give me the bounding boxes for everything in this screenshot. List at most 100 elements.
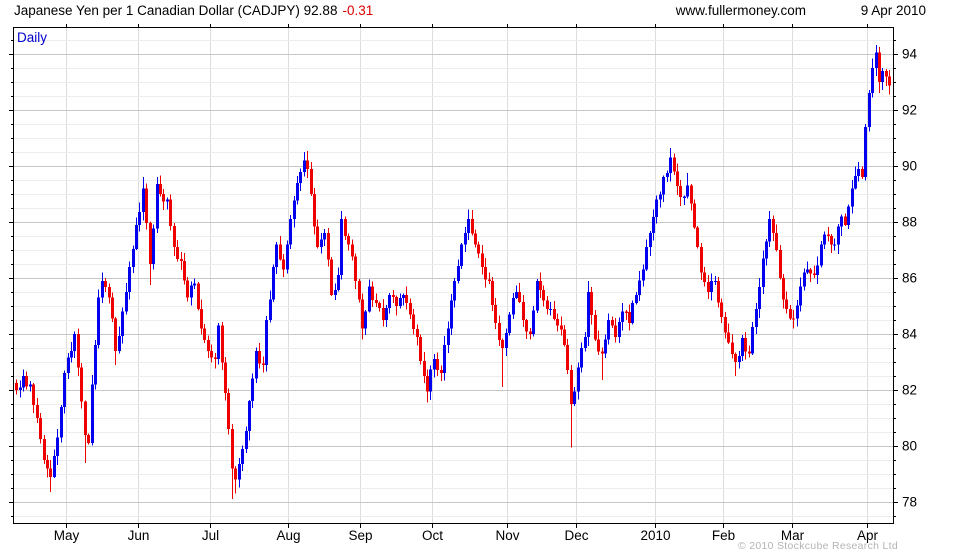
candle-body: [669, 157, 672, 174]
candle-body: [210, 350, 213, 358]
candle-body: [272, 266, 275, 300]
candle-body: [169, 199, 172, 227]
candle-body: [186, 280, 189, 298]
candle-body: [104, 280, 107, 287]
candle-body: [659, 194, 662, 200]
candle-body: [696, 227, 699, 247]
candle-body: [429, 369, 432, 392]
candle-body: [145, 188, 148, 223]
candle-body: [193, 283, 196, 286]
x-axis-month-label: Aug: [276, 528, 300, 543]
candle-body: [618, 322, 621, 337]
candle-body: [275, 244, 278, 267]
candle-body: [693, 203, 696, 228]
candle-body: [806, 269, 809, 273]
candle-body: [765, 241, 768, 259]
candle-body: [673, 157, 676, 172]
candle-wick: [376, 293, 377, 307]
candle-body: [560, 325, 563, 330]
candle-body: [255, 350, 258, 379]
candle-body: [871, 68, 874, 94]
candle-body: [857, 168, 860, 176]
candle-body: [580, 347, 583, 368]
candle-body: [803, 272, 806, 287]
candle-body: [248, 401, 251, 432]
y-axis-label: 86: [902, 271, 917, 286]
candle-body: [498, 322, 501, 340]
candle-body: [525, 320, 528, 332]
candle-body: [67, 357, 70, 374]
candle-body: [573, 391, 576, 404]
candle-body: [532, 310, 535, 334]
candle-body: [118, 336, 121, 351]
candle-body: [522, 301, 525, 320]
y-axis-label: 78: [902, 495, 917, 510]
x-axis-month-label: Sep: [348, 528, 372, 543]
candle-body: [334, 290, 337, 295]
candle-body: [577, 367, 580, 392]
candle-body: [217, 325, 220, 360]
y-axis-label: 88: [902, 215, 917, 230]
candle-body: [224, 362, 227, 393]
candle-body: [768, 219, 771, 242]
website-link[interactable]: www.fullermoney.com: [675, 3, 806, 18]
candle-body: [395, 297, 398, 306]
candle-body: [327, 233, 330, 260]
candle-body: [63, 373, 66, 408]
candle-body: [601, 351, 604, 354]
candle-body: [87, 434, 90, 444]
candle-body: [529, 331, 532, 334]
candle-body: [628, 311, 631, 323]
candle-body: [676, 171, 679, 187]
candle-body: [293, 200, 296, 220]
candle-body: [631, 303, 634, 323]
candle-body: [426, 376, 429, 392]
candle-body: [484, 266, 487, 280]
candle-body: [457, 266, 460, 281]
candle-body: [597, 339, 600, 352]
copyright-text: © 2010 Stockcube Research Ltd: [737, 540, 898, 552]
candle-body: [320, 239, 323, 248]
candle-body: [645, 247, 648, 270]
candle-body: [809, 269, 812, 274]
candle-body: [388, 294, 391, 309]
candle-body: [70, 350, 73, 358]
candle-body: [316, 226, 319, 248]
candle-body: [214, 357, 217, 360]
candle-body: [450, 300, 453, 329]
candle-body: [460, 244, 463, 267]
candle-body: [207, 339, 210, 351]
chart-date: 9 Apr 2010: [860, 3, 926, 18]
y-axis-label: 90: [902, 159, 917, 174]
candle-body: [180, 258, 183, 262]
candle-body: [775, 233, 778, 250]
candle-body: [36, 404, 39, 418]
candle-body: [566, 345, 569, 371]
candle-body: [241, 448, 244, 465]
candle-body: [744, 338, 747, 352]
candle-body: [707, 281, 710, 292]
candle-wick: [571, 365, 572, 448]
candle-body: [488, 279, 491, 281]
x-axis-month-label: Apr: [857, 528, 879, 543]
candle-body: [323, 233, 326, 240]
candle-body: [200, 308, 203, 329]
candle-body: [823, 234, 826, 245]
candle-body: [508, 314, 511, 334]
candle-body: [785, 299, 788, 309]
candle-body: [91, 384, 94, 444]
candle-body: [878, 52, 881, 82]
candle-body: [471, 219, 474, 234]
candle-body: [748, 351, 751, 354]
candle-body: [679, 186, 682, 197]
y-axis-label: 80: [902, 439, 917, 454]
candle-body: [885, 70, 888, 77]
x-axis-month-label: Oct: [422, 528, 443, 543]
candle-body: [340, 219, 343, 276]
candle-wick: [235, 465, 236, 494]
chart-title: Japanese Yen per 1 Canadian Dollar (CADJ…: [14, 3, 373, 18]
candle-body: [782, 278, 785, 300]
candle-body: [159, 184, 162, 194]
timeframe-label: Daily: [17, 30, 48, 45]
candle-body: [313, 194, 316, 227]
